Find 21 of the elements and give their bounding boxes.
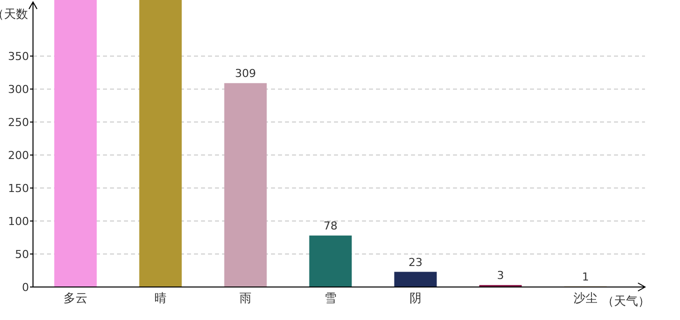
y-tick-label: 200 xyxy=(8,148,29,162)
x-tick-label: 沙尘 xyxy=(574,291,598,305)
x-tick-label: 雨 xyxy=(240,291,252,305)
data-label: 1 xyxy=(582,270,589,284)
y-tick-label: 100 xyxy=(8,214,29,228)
data-label: 309 xyxy=(235,67,256,80)
data-label: 23 xyxy=(408,256,422,269)
y-tick-label: 50 xyxy=(15,248,29,261)
data-label: 78 xyxy=(324,220,338,233)
y-tick-label: 250 xyxy=(8,116,29,129)
x-axis-title: （天气） xyxy=(602,294,650,308)
x-tick-label: 雪 xyxy=(324,291,336,305)
y-tick-label: 150 xyxy=(8,182,29,195)
x-tick-label: 阴 xyxy=(410,291,422,305)
x-tick-label: 多云 xyxy=(64,291,88,305)
y-tick-label: 300 xyxy=(8,82,29,96)
y-tick-label: 0 xyxy=(22,280,29,294)
y-axis-title: （天数 xyxy=(0,7,28,21)
data-label: 3 xyxy=(497,269,504,282)
y-tick-label: 350 xyxy=(8,50,29,63)
x-tick-label: 晴 xyxy=(154,291,166,305)
